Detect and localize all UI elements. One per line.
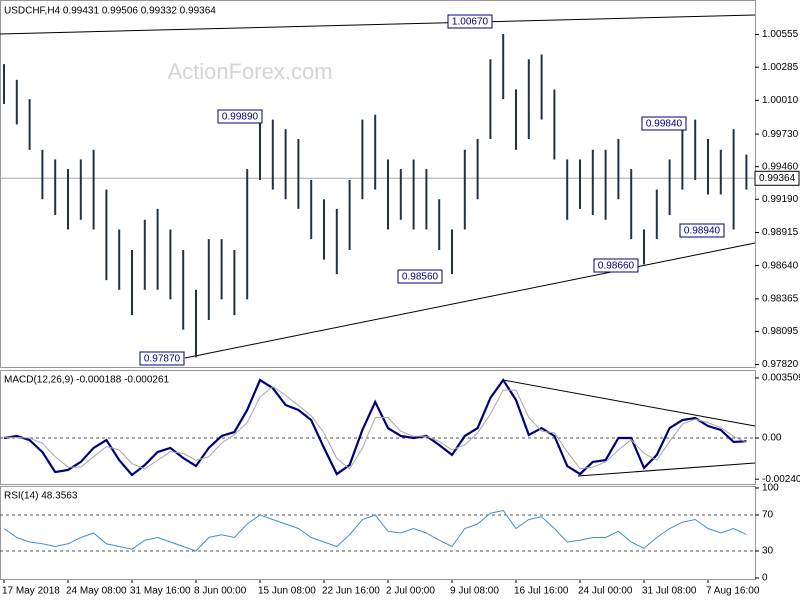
- plot-area: 1.00555 1.00285 1.00010 0.99730 0.99460 0.991…: [0, 29, 800, 597]
- trendline: [502, 379, 756, 427]
- annotation-label: 0.99890: [222, 112, 259, 123]
- y-tick-label: 1.00555: [762, 29, 799, 40]
- annotation: 0.97870: [139, 351, 185, 366]
- x-tick-label: 16 Jul 16:00: [514, 586, 569, 597]
- rsi-title: RSI(14) 48.3563: [4, 491, 78, 502]
- annotation: 0.99840: [641, 116, 687, 131]
- series-line: [3, 386, 747, 470]
- macd-title: MACD(12,26,9) -0.000188 -0.000261: [4, 375, 170, 386]
- annotation-label: 0.97870: [144, 354, 181, 365]
- annotation-label: 0.99840: [646, 119, 683, 130]
- x-tick-label: 17 May 2018: [2, 586, 60, 597]
- x-tick-label: 7 Aug 16:00: [706, 586, 760, 597]
- annotation: 1.00670: [447, 14, 493, 29]
- x-tick-label: 31 May 16:00: [130, 586, 191, 597]
- x-tick-label: 15 Jun 08:00: [258, 586, 316, 597]
- y-tick-label: 0.98365: [762, 293, 799, 304]
- y-tick-label: 0.00: [762, 433, 782, 444]
- trendline: [0, 14, 756, 35]
- trendline: [184, 242, 756, 359]
- x-tick-label: 31 Jul 08:00: [642, 586, 697, 597]
- y-tick-label: 1.00010: [762, 95, 799, 106]
- x-tick-label: 24 May 08:00: [66, 586, 127, 597]
- y-tick-label: 0.99190: [762, 194, 799, 205]
- annotation: 0.98660: [593, 258, 639, 273]
- y-tick-label: 0.98095: [762, 326, 799, 337]
- y-tick-label: 0.98915: [762, 227, 799, 238]
- x-tick-label: 22 Jun 16:00: [322, 586, 380, 597]
- annotation-label: 0.98660: [598, 261, 635, 272]
- annotation-label: 0.98560: [402, 272, 439, 283]
- series-line: [3, 509, 747, 552]
- annotation: 0.98940: [679, 223, 725, 238]
- annotation: 0.99890: [217, 109, 263, 124]
- price-title: USDCHF,H4 0.99431 0.99506 0.99332 0.9936…: [4, 6, 216, 17]
- annotation: 0.98560: [397, 269, 443, 284]
- x-tick-label: 9 Jul 08:00: [450, 586, 499, 597]
- last-price-box: [754, 170, 800, 186]
- y-tick-label: 0.97820: [762, 359, 799, 370]
- y-tick-label: 100: [762, 483, 779, 494]
- y-tick-label: 70: [762, 510, 774, 521]
- y-tick-label: 0.99460: [762, 161, 799, 172]
- rsi-panel: [0, 486, 756, 580]
- macd-panel: [0, 370, 756, 485]
- x-tick-label: 24 Jul 00:00: [578, 586, 633, 597]
- y-tick-label: 30: [762, 546, 774, 557]
- y-tick-label: -0.002408: [762, 474, 800, 485]
- watermark: ActionForex.com: [167, 59, 332, 84]
- series-line: [3, 378, 747, 477]
- trendline: [577, 462, 756, 477]
- annotation-label: 1.00670: [452, 17, 489, 28]
- y-tick-label: 0.003509: [762, 373, 800, 384]
- annotation-label: 0.98940: [684, 226, 721, 237]
- y-tick-label: 0.98640: [762, 260, 799, 271]
- x-tick-label: 2 Jul 00:00: [386, 586, 435, 597]
- y-tick-label: 0.99730: [762, 129, 799, 140]
- x-tick-label: 8 Jun 00:00: [194, 586, 247, 597]
- last-price-label: 0.99364: [759, 173, 796, 184]
- y-tick-label: 0: [762, 573, 768, 584]
- y-tick-label: 1.00285: [762, 62, 799, 73]
